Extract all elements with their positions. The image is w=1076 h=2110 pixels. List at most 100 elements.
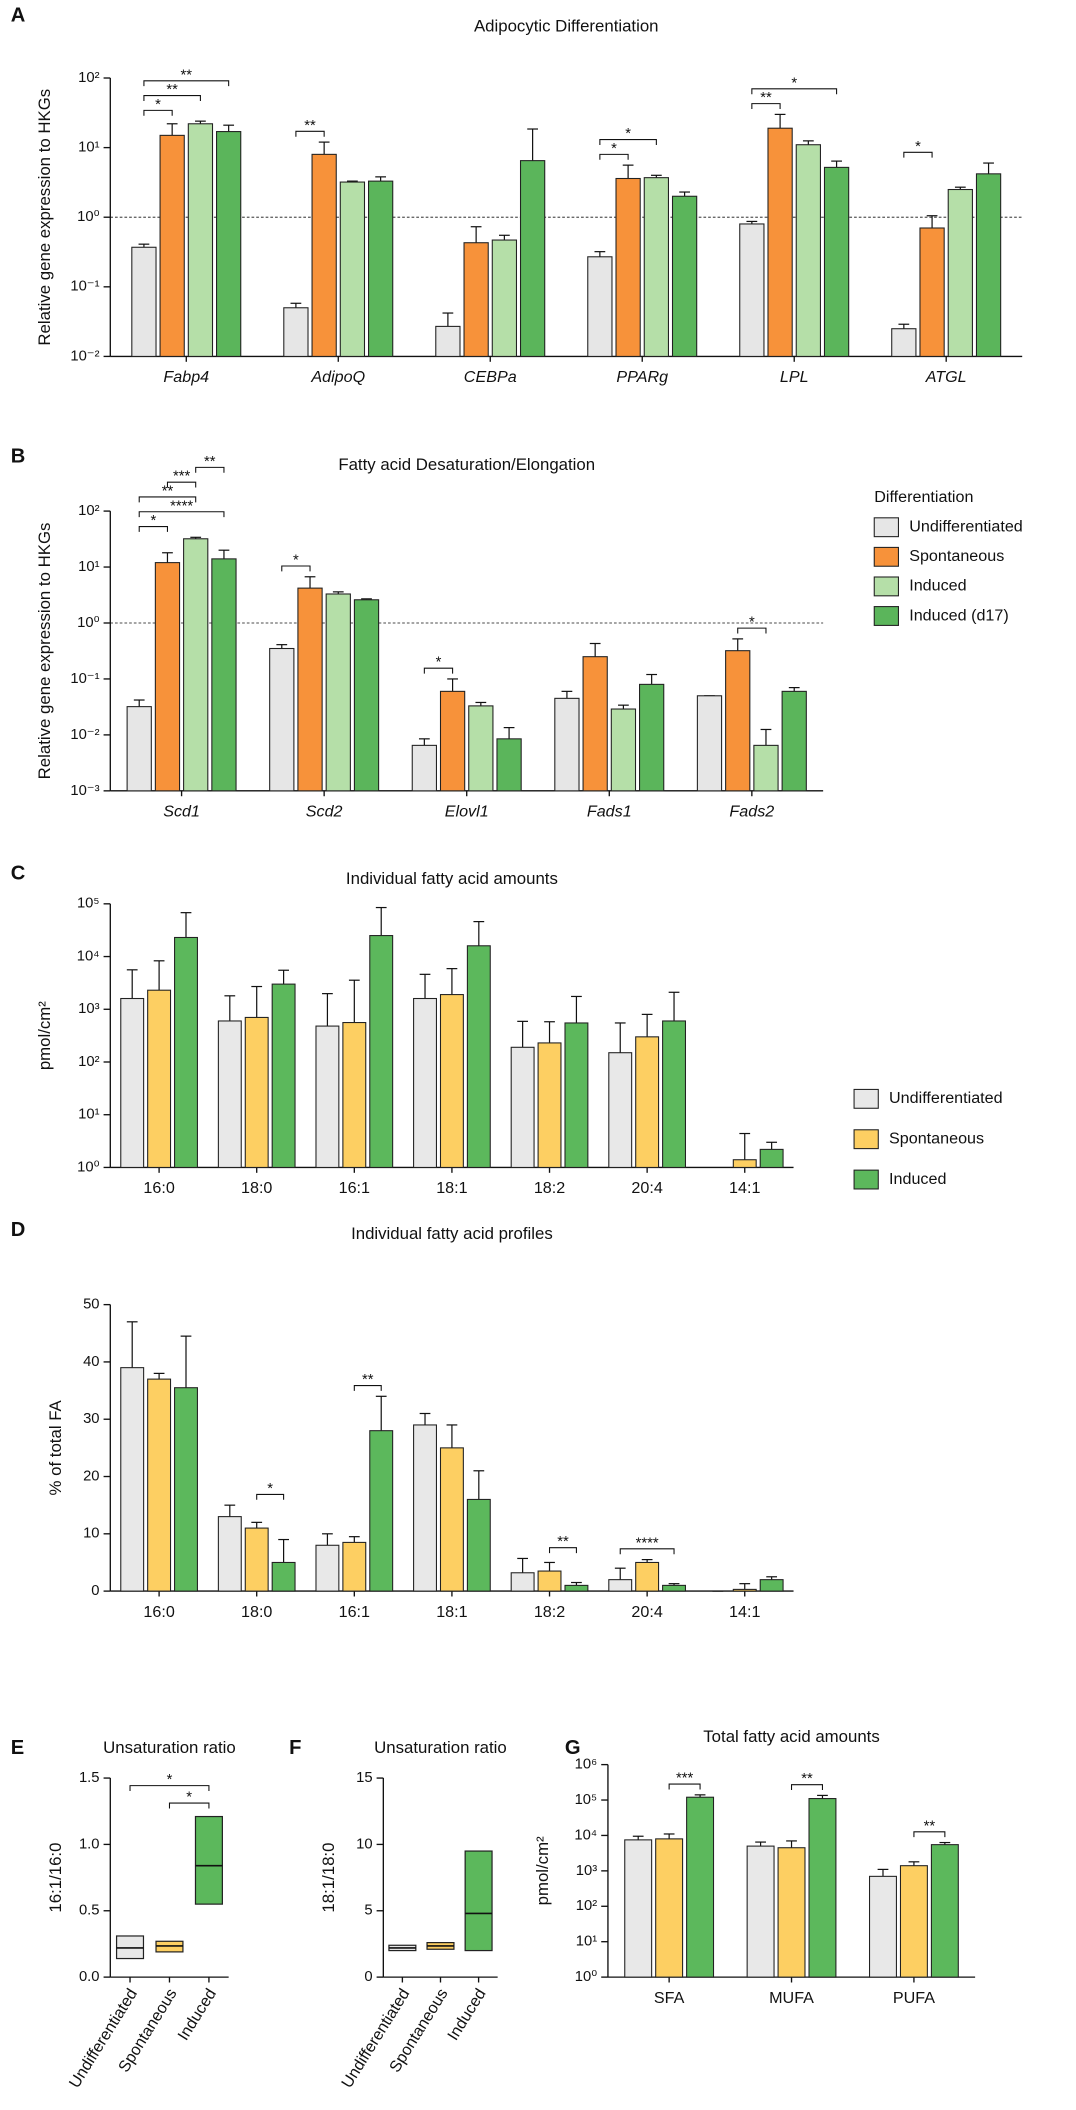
bar (891, 328, 917, 357)
y-tick-label: 10⁶ (575, 1757, 598, 1773)
bar (159, 134, 185, 357)
bar (439, 1447, 464, 1592)
significance-label: * (791, 75, 797, 91)
bar (496, 738, 522, 792)
significance-bracket (143, 95, 201, 101)
x-tick-label: LPL (780, 368, 809, 386)
bar (795, 144, 821, 357)
panel-title: Fatty acid Desaturation/Elongation (338, 455, 595, 474)
x-tick-label: 18:1 (436, 1179, 467, 1197)
legend-title: Differentiation (874, 488, 973, 506)
bar (174, 936, 198, 1168)
legend-swatch (853, 1088, 879, 1109)
significance-bracket (599, 139, 657, 145)
y-tick-label: 10⁵ (77, 896, 100, 912)
significance-label: * (155, 97, 161, 113)
bar (582, 656, 608, 792)
y-tick-label: 10 (356, 1836, 372, 1852)
y-tick-label: 40 (83, 1354, 99, 1370)
floating-bar (194, 1815, 223, 1905)
significance-label: ** (304, 118, 316, 134)
bar (635, 1561, 660, 1592)
significance-label: * (167, 1772, 173, 1788)
bar (413, 1424, 437, 1592)
significance-bracket (138, 496, 197, 503)
bar (466, 1498, 491, 1592)
bar (353, 599, 380, 792)
x-tick-label: 18:2 (534, 1603, 565, 1621)
y-tick-label: 10² (78, 503, 99, 519)
bar (211, 558, 237, 792)
y-tick-label: 10² (576, 1898, 597, 1914)
bar (435, 325, 461, 357)
x-tick-label: Scd2 (306, 803, 343, 821)
bar (297, 587, 323, 792)
y-tick-label: 10⁰ (77, 615, 99, 631)
bar (463, 242, 489, 357)
y-tick-label: 50 (83, 1297, 99, 1313)
bar (635, 1036, 660, 1168)
panel-letter: A (11, 4, 26, 26)
significance-bracket (619, 1548, 675, 1555)
significance-label: **** (170, 498, 193, 514)
x-tick-label: CEBPa (464, 368, 517, 386)
y-tick-label: 0 (364, 1969, 372, 1985)
y-tick-label: 10 (83, 1526, 99, 1542)
significance-bracket (281, 565, 311, 572)
significance-label: *** (173, 469, 191, 485)
bar (899, 1865, 928, 1978)
bar (975, 173, 1002, 357)
bar (311, 153, 337, 357)
y-tick-label: 10⁻¹ (70, 279, 99, 295)
bar (217, 1020, 242, 1168)
y-tick-label: 0 (91, 1583, 99, 1599)
y-tick-label: 10⁰ (575, 1969, 597, 1985)
bar (759, 1579, 784, 1592)
panel-letter: D (11, 1219, 26, 1241)
significance-bracket (751, 103, 781, 110)
y-tick-label: 10¹ (78, 559, 99, 575)
y-tick-label: 10⁴ (77, 948, 100, 964)
legend-label: Spontaneous (909, 547, 1004, 565)
bar (643, 177, 670, 357)
y-tick-label: 10¹ (78, 140, 99, 156)
x-tick-label: ATGL (925, 368, 967, 386)
panel-title: Individual fatty acid amounts (346, 869, 558, 888)
bar (367, 180, 394, 357)
bar (587, 256, 613, 357)
bar (154, 562, 181, 792)
legend-label: Spontaneous (889, 1129, 984, 1147)
panel-title: Unsaturation ratio (374, 1738, 507, 1757)
bar (187, 123, 214, 357)
significance-bracket (737, 627, 767, 634)
significance-label: * (150, 513, 156, 529)
bar (439, 690, 466, 792)
bar (753, 744, 779, 792)
bar (339, 181, 366, 357)
legend-swatch (873, 576, 899, 597)
x-tick-label: Elovl1 (445, 803, 489, 821)
y-axis-label: 18:1/18:0 (319, 1843, 338, 1913)
panel-title: Individual fatty acid profiles (351, 1224, 553, 1243)
significance-label: ** (557, 1534, 569, 1550)
y-tick-label: 10³ (78, 1001, 99, 1017)
bar (564, 1022, 589, 1168)
significance-bracket (423, 667, 454, 674)
bar (655, 1838, 684, 1978)
legend-swatch (853, 1129, 879, 1150)
x-tick-label: 20:4 (631, 1179, 662, 1197)
bar (147, 1378, 172, 1592)
y-tick-label: 10¹ (576, 1934, 597, 1950)
significance-label: * (436, 655, 442, 671)
significance-label: * (186, 1790, 192, 1806)
y-tick-label: 10² (78, 1054, 99, 1070)
bar (369, 1430, 394, 1592)
y-tick-label: 10⁻² (70, 348, 99, 364)
panel-letter: C (11, 863, 26, 885)
significance-bracket (138, 526, 168, 532)
bar (554, 697, 580, 792)
x-tick-label: Scd1 (163, 803, 200, 821)
y-tick-label: 10⁰ (77, 209, 99, 225)
bar (439, 994, 464, 1168)
panel-letter: B (11, 446, 26, 468)
